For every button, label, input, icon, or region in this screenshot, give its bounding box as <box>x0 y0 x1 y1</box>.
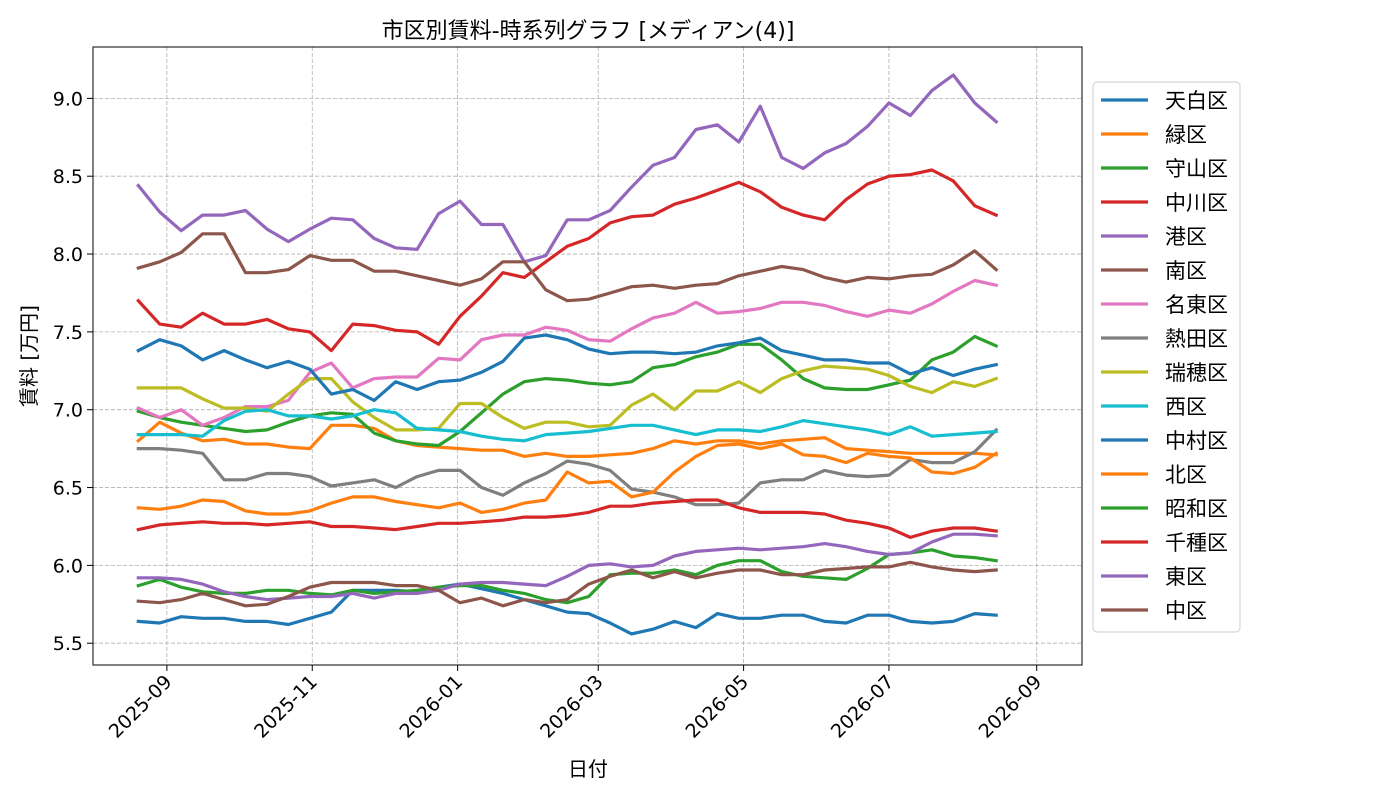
y-tick-label: 7.0 <box>53 400 83 422</box>
legend-label: 千種区 <box>1165 531 1228 555</box>
legend-label: 南区 <box>1165 259 1207 283</box>
legend-label: 熱田区 <box>1165 327 1228 351</box>
series-line-10 <box>136 408 998 443</box>
series-line-6 <box>136 232 999 303</box>
series-line-5 <box>136 73 999 264</box>
series-line-11 <box>136 333 999 402</box>
series-line-14 <box>136 498 999 540</box>
legend-frame <box>1092 81 1241 633</box>
legend-label: 中川区 <box>1165 191 1228 215</box>
legend-label: 中村区 <box>1165 429 1228 453</box>
y-tick-label: 5.5 <box>53 633 83 655</box>
series-line-8 <box>136 427 999 507</box>
y-tick-label: 8.0 <box>53 244 83 266</box>
chart-title: 市区別賃料-時系列グラフ [メディアン(4)] <box>382 19 795 44</box>
legend-label: 守山区 <box>1165 157 1228 181</box>
y-tick-label: 6.0 <box>53 555 83 577</box>
grid <box>93 47 1082 665</box>
y-tick-label: 7.5 <box>53 322 83 344</box>
x-axis-label: 日付 <box>568 757 608 781</box>
series-line-13 <box>136 548 999 605</box>
legend-label: 名東区 <box>1165 293 1228 317</box>
y-tick-label: 9.0 <box>53 88 83 110</box>
legend-label: 瑞穂区 <box>1165 361 1228 385</box>
y-tick-label: 8.5 <box>53 166 83 188</box>
plot-frame <box>92 46 1083 666</box>
series-line-9 <box>136 364 999 432</box>
legend-label: 西区 <box>1165 395 1207 419</box>
series-lines <box>136 73 999 636</box>
series-line-3 <box>136 334 999 448</box>
legend: 天白区緑区守山区中川区港区南区名東区熱田区瑞穂区西区中村区北区昭和区千種区東区中… <box>1092 81 1241 633</box>
legend-label: 緑区 <box>1165 123 1207 147</box>
y-axis-label: 賃料 [万円] <box>17 305 41 407</box>
series-line-1 <box>136 582 998 636</box>
series-line-2 <box>136 420 998 458</box>
y-axis: 5.5 6.0 6.5 7.0 7.5 8.0 8.5 9.0 <box>53 88 93 655</box>
series-line-16 <box>136 560 998 608</box>
series-line-7 <box>136 278 999 427</box>
legend-label: 天白区 <box>1165 89 1228 113</box>
series-line-4 <box>136 168 999 353</box>
y-tick-label: 6.5 <box>53 478 83 500</box>
legend-label: 中区 <box>1165 599 1207 623</box>
legend-label: 東区 <box>1165 565 1207 589</box>
legend-label: 北区 <box>1165 463 1207 487</box>
legend-label: 港区 <box>1165 225 1207 249</box>
series-line-12 <box>136 442 999 516</box>
legend-label: 昭和区 <box>1165 497 1228 521</box>
